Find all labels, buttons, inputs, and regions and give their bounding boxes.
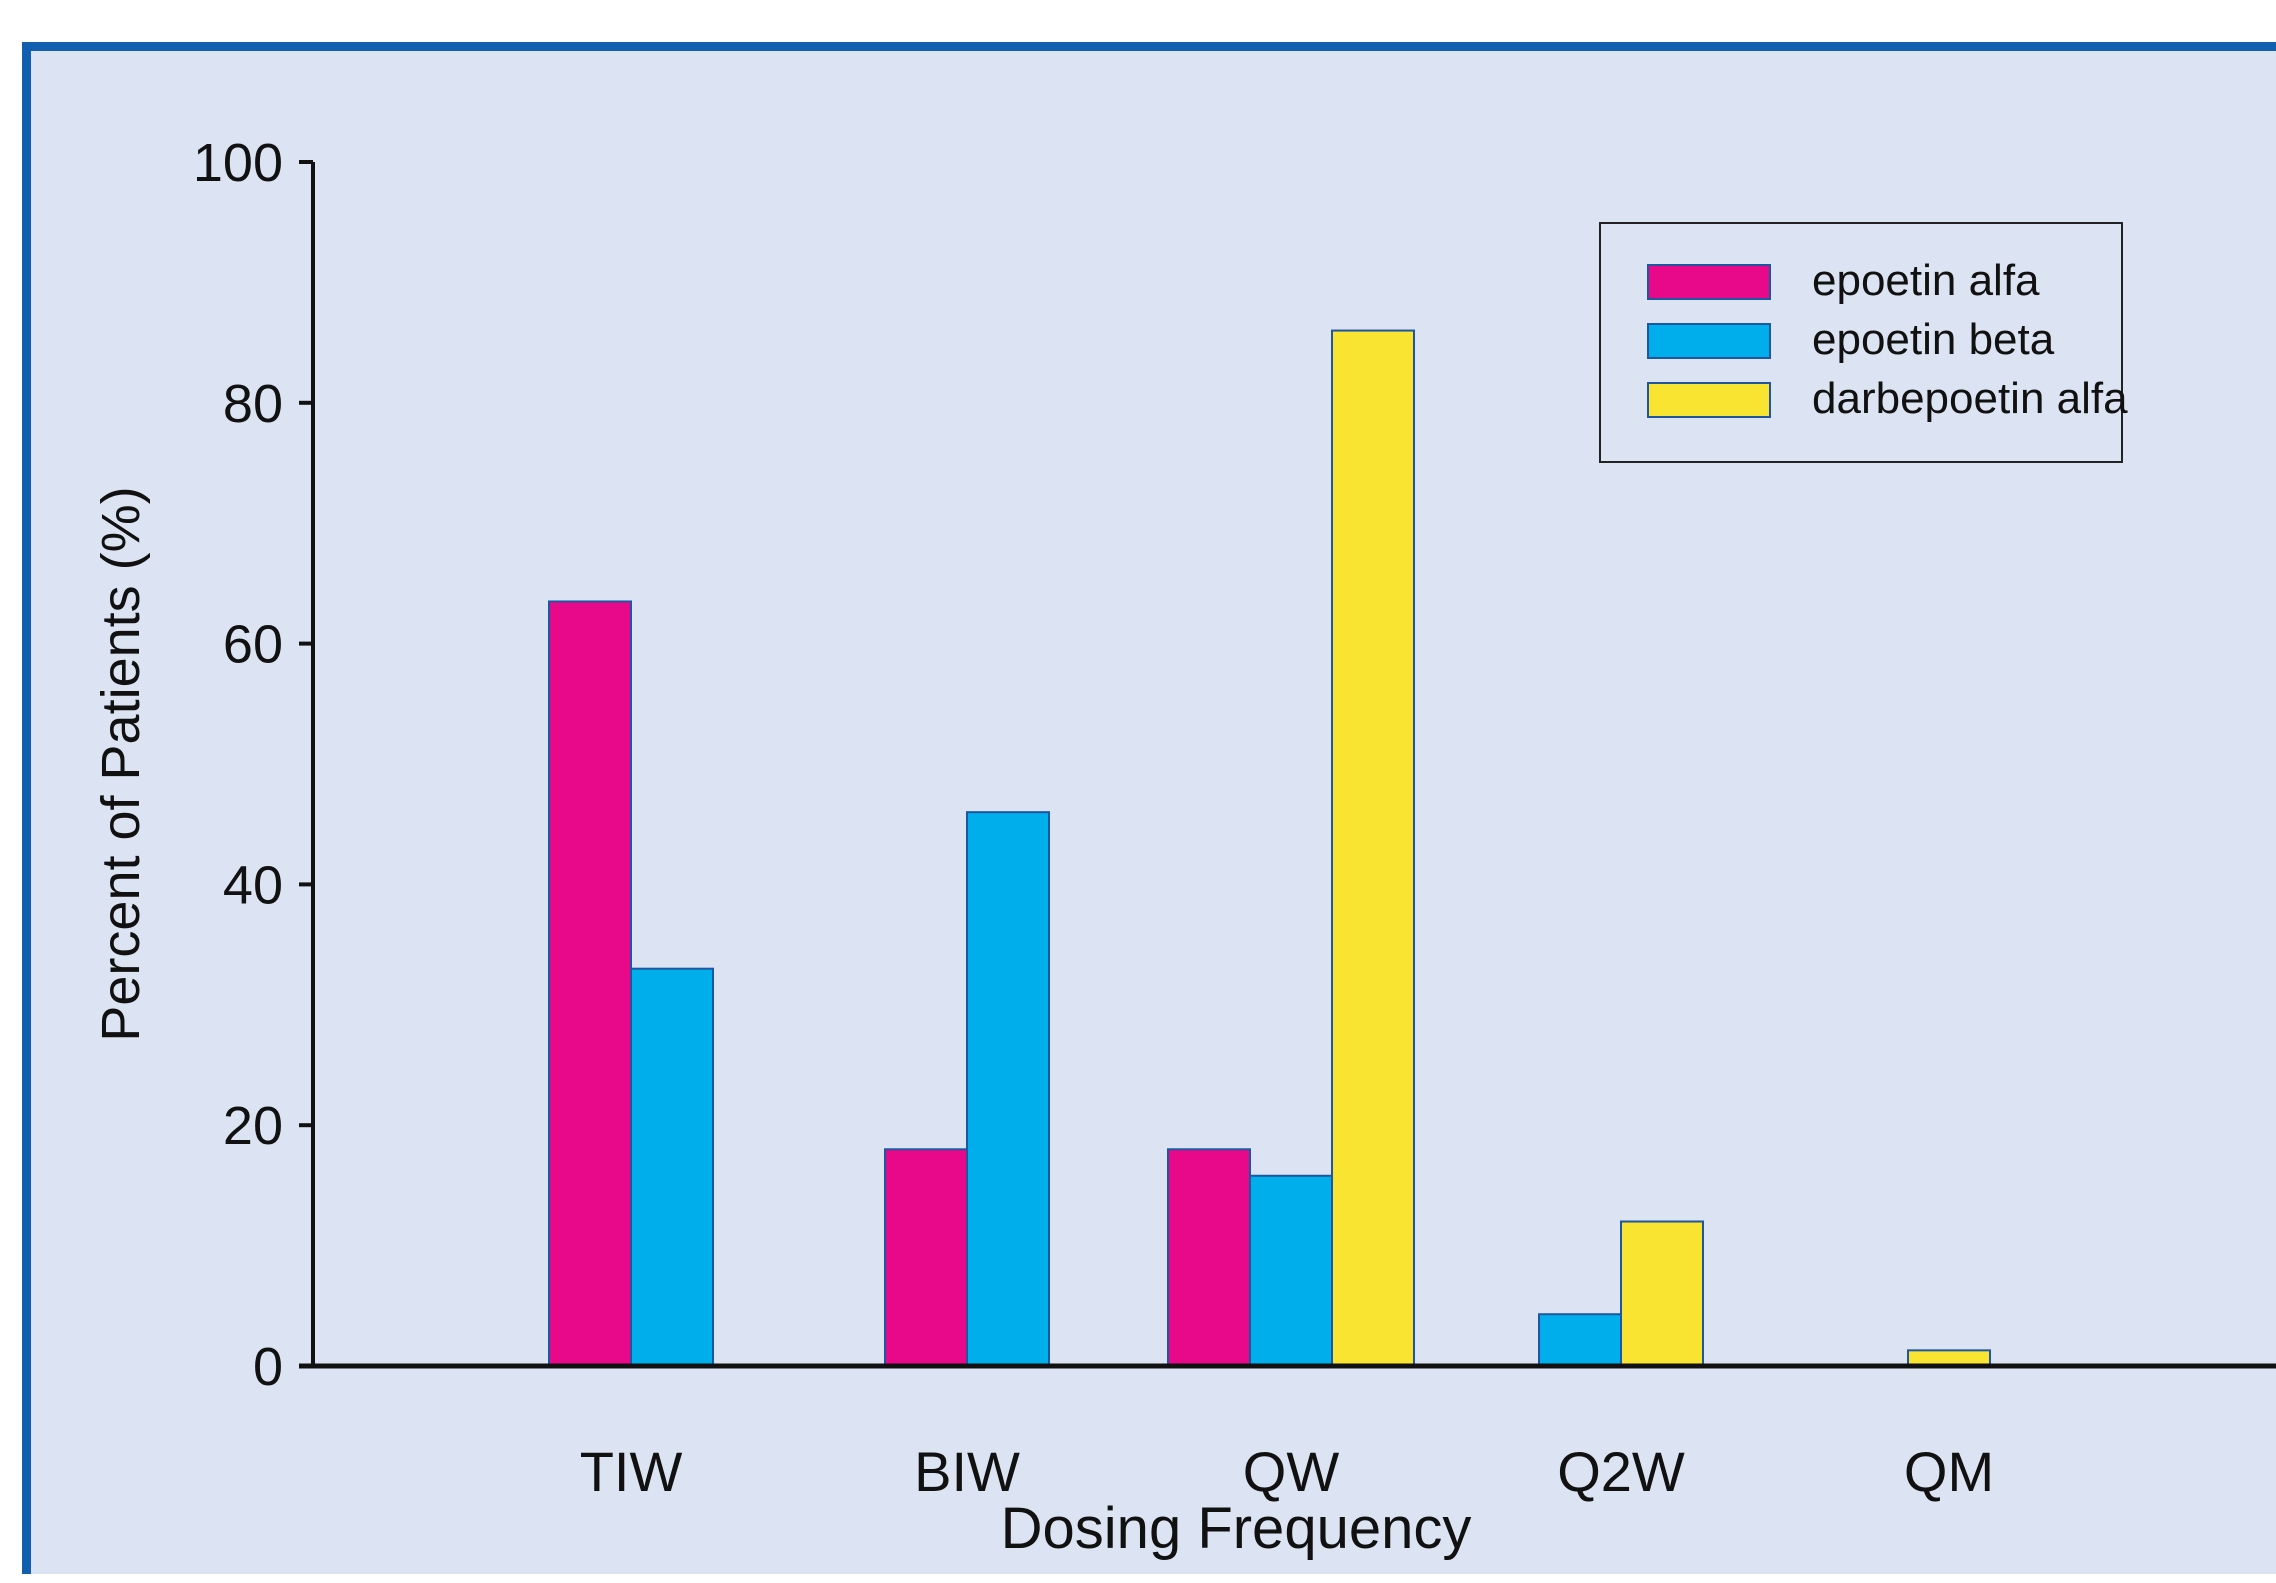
y-ticks-group: 0 20 40 60 80 100 [193,133,313,1397]
y-axis-label: Percent of Patients (%) [91,486,151,1041]
y-tick-label: 40 [223,855,283,915]
x-ticks-group: TIW BIW QW Q2W QM [580,1440,1994,1503]
bar-darbepoetin-alfa-qw [1331,329,1415,1367]
y-tick-label: 60 [223,615,283,675]
bar-darbepoetin-alfa-q2w [1620,1220,1704,1368]
legend-swatch-epoetin-alfa [1647,264,1771,300]
x-tick-label: Q2W [1557,1440,1685,1503]
legend-label: darbepoetin alfa [1812,374,2128,423]
bar-epoetin-alfa-tiw [548,600,632,1367]
bar-epoetin-beta-tiw [630,967,714,1367]
bar-epoetin-beta-biw [966,811,1050,1367]
bars-group [548,329,1991,1368]
axes-group [299,162,2276,1369]
bar-epoetin-alfa-biw [884,1148,968,1368]
x-tick-label: BIW [914,1440,1020,1503]
y-tick-label: 20 [223,1096,283,1156]
y-tick-label: 100 [193,133,283,193]
legend-label: epoetin beta [1812,315,2055,364]
x-tick-label: QM [1904,1440,1994,1503]
bar-epoetin-beta-qw [1249,1174,1333,1367]
chart-panel: 0 20 40 60 80 100 TIW BIW QW Q2W QM Percent of Pa… [22,42,2276,1574]
y-tick-label: 0 [253,1337,283,1397]
bar-epoetin-beta-q2w [1538,1313,1622,1368]
legend-swatch-epoetin-beta [1647,323,1771,359]
legend: epoetin alfa epoetin beta darbepoetin alfa [1599,222,2128,463]
bar-chart: 0 20 40 60 80 100 TIW BIW QW Q2W QM Percent of Pa… [91,133,2276,1561]
legend-label: epoetin alfa [1812,256,2040,305]
legend-swatch-darbepoetin-alfa [1647,382,1771,418]
legend-box [1599,222,2123,463]
bar-epoetin-alfa-qw [1167,1148,1251,1368]
x-tick-label: QW [1243,1440,1340,1503]
x-axis-label: Dosing Frequency [1001,1496,1472,1561]
x-tick-label: TIW [580,1440,683,1503]
y-tick-label: 80 [223,374,283,434]
